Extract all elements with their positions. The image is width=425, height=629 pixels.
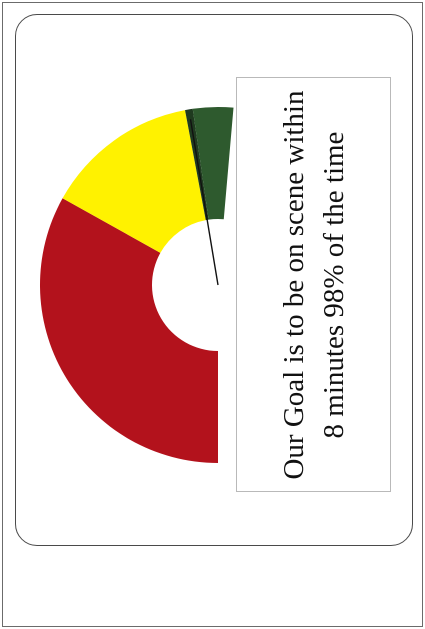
goal-callout-text: Our Goal is to be on scene within 8 minu… <box>277 90 350 480</box>
gauge-needle <box>189 119 219 286</box>
gauge-slice-2 <box>62 110 206 253</box>
gauge-slice-4 <box>192 106 234 220</box>
gauge-slice-1 <box>39 198 219 463</box>
goal-callout: Our Goal is to be on scene within 8 minu… <box>236 77 391 492</box>
